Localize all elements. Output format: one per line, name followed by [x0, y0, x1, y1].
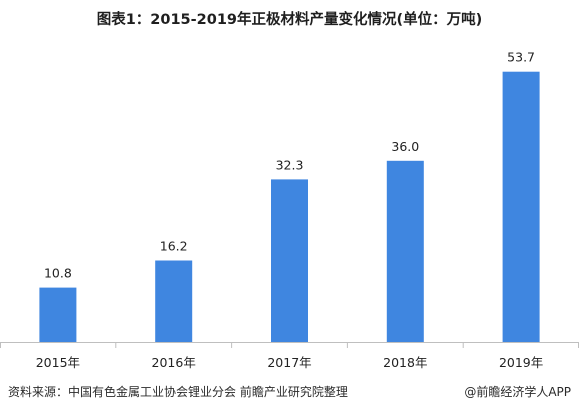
x-tick-labels: 2015年 2016年 2017年 2018年 2019年 — [36, 355, 544, 370]
data-label-3: 36.0 — [391, 139, 419, 154]
bar-chart: 10.8 16.2 32.3 36.0 53.7 2015年 2016年 2017年 2018… — [0, 50, 579, 370]
x-tick-label-4: 2019年 — [499, 355, 543, 370]
x-tick-label-2: 2017年 — [267, 355, 311, 370]
x-tick-label-3: 2018年 — [383, 355, 427, 370]
data-label-0: 10.8 — [44, 266, 72, 281]
x-tick-label-1: 2016年 — [152, 355, 196, 370]
bar-1 — [155, 260, 193, 342]
data-label-1: 16.2 — [160, 239, 188, 254]
source-note: 资料来源：中国有色金属工业协会锂业分会 前瞻产业研究院整理 — [8, 385, 348, 399]
x-tick-label-0: 2015年 — [36, 355, 80, 370]
data-label-2: 32.3 — [276, 157, 304, 172]
bar-2 — [271, 179, 308, 342]
chart-title: 图表1：2015-2019年正极材料产量变化情况(单位：万吨) — [96, 12, 483, 28]
bar-4 — [502, 71, 540, 342]
bar-0 — [39, 287, 77, 342]
bar-3 — [386, 160, 424, 342]
bars-group: 10.8 16.2 32.3 36.0 53.7 — [39, 50, 540, 342]
credit-note: @前瞻经济学人APP — [464, 385, 571, 399]
data-label-4: 53.7 — [507, 50, 535, 65]
